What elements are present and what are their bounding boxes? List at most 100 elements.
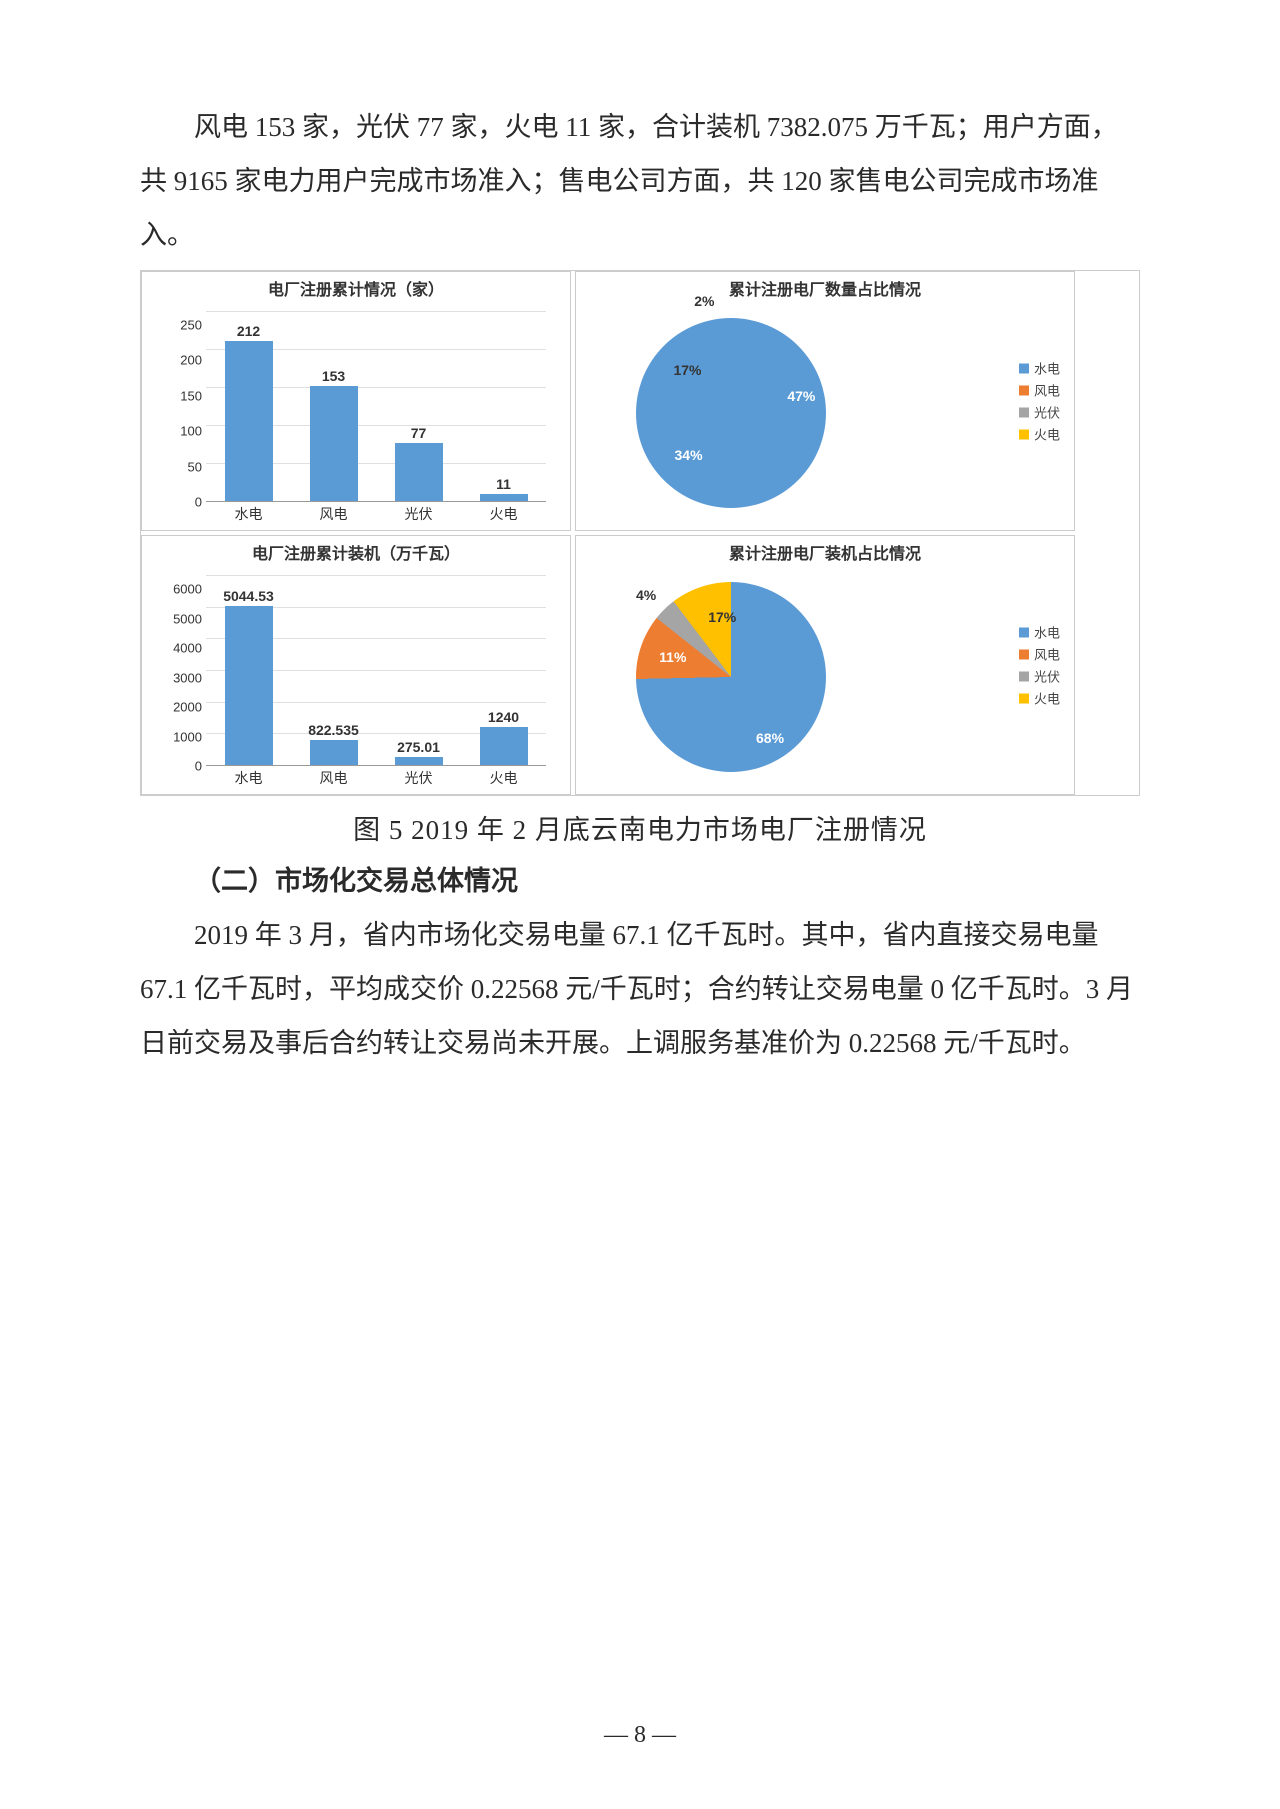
ytick-label: 0 (162, 760, 202, 773)
legend-item: 光伏 (1019, 403, 1060, 422)
ytick-label: 3000 (162, 671, 202, 684)
pie-slice-label: 2% (694, 293, 714, 309)
xtick-label: 光伏 (376, 768, 461, 788)
chart2-title: 累计注册电厂数量占比情况 (576, 276, 1074, 300)
chart3-xaxis-line (206, 765, 546, 766)
legend-swatch (1019, 363, 1029, 373)
chart2-pie (636, 318, 826, 508)
pie-slice-label: 4% (636, 587, 656, 603)
pie-slice-label: 47% (787, 388, 815, 404)
bar-column: 11 (461, 476, 546, 502)
ytick-label: 0 (162, 495, 202, 508)
bar-value-label: 11 (496, 476, 511, 492)
bar-value-label: 822.535 (308, 722, 359, 738)
pie-slice-label: 11% (659, 649, 686, 665)
pie-slice-label: 17% (708, 609, 736, 625)
bar (310, 740, 358, 766)
subsection-heading: （二）市场化交易总体情况 (140, 859, 1140, 898)
chart4-title: 累计注册电厂装机占比情况 (576, 540, 1074, 564)
ytick-label: 250 (162, 319, 202, 332)
chart1-title: 电厂注册累计情况（家） (142, 276, 570, 300)
bar-value-label: 77 (411, 425, 427, 441)
legend-label: 光伏 (1034, 403, 1060, 422)
chart3-yaxis: 0100020003000400050006000 (162, 576, 202, 766)
bar (395, 443, 443, 502)
charts-grid: 电厂注册累计情况（家） 0 50 100 150 200 250 212 153 77 11 水… (140, 270, 1140, 796)
legend-item: 火电 (1019, 425, 1060, 444)
bar (480, 727, 528, 766)
legend-label: 风电 (1034, 381, 1060, 400)
bar-column: 5044.53 (206, 588, 291, 766)
paragraph-2: 2019 年 3 月，省内市场化交易电量 67.1 亿千瓦时。其中，省内直接交易… (140, 908, 1140, 1070)
chart3-bars: 5044.53 822.535 275.01 1240 (206, 576, 546, 766)
pie-slice-label: 17% (673, 362, 701, 378)
ytick-label: 1000 (162, 730, 202, 743)
bar-column: 153 (291, 368, 376, 502)
legend-item: 火电 (1019, 689, 1060, 708)
legend-label: 水电 (1034, 623, 1060, 642)
xtick-label: 火电 (461, 768, 546, 788)
chart3-title: 电厂注册累计装机（万千瓦） (142, 540, 570, 564)
legend-swatch (1019, 671, 1029, 681)
chart-bar-plant-count: 电厂注册累计情况（家） 0 50 100 150 200 250 212 153 77 11 水… (141, 271, 571, 531)
legend-label: 光伏 (1034, 667, 1060, 686)
figure-caption: 图 5 2019 年 2 月底云南电力市场电厂注册情况 (140, 808, 1140, 847)
pie-slice-label: 68% (756, 730, 784, 746)
paragraph-1: 风电 153 家，光伏 77 家，火电 11 家，合计装机 7382.075 万… (140, 100, 1140, 262)
chart1-yaxis: 050100150200250 (162, 312, 202, 502)
bar-value-label: 5044.53 (223, 588, 274, 604)
ytick-label: 150 (162, 389, 202, 402)
bar-column: 212 (206, 323, 291, 502)
bar-column: 1240 (461, 709, 546, 766)
legend-swatch (1019, 429, 1029, 439)
chart-pie-capacity-share: 累计注册电厂装机占比情况 68% 11% 4% 17% 水电风电光伏火电 (575, 535, 1075, 795)
xtick-label: 火电 (461, 504, 546, 524)
legend-label: 水电 (1034, 359, 1060, 378)
xtick-label: 风电 (291, 504, 376, 524)
chart2-legend: 水电风电光伏火电 (1019, 356, 1060, 447)
legend-label: 火电 (1034, 689, 1060, 708)
bar-value-label: 212 (237, 323, 260, 339)
xtick-label: 风电 (291, 768, 376, 788)
page-number: — 8 — (0, 1722, 1280, 1749)
ytick-label: 4000 (162, 642, 202, 655)
bar-value-label: 153 (322, 368, 345, 384)
legend-item: 水电 (1019, 359, 1060, 378)
legend-item: 风电 (1019, 645, 1060, 664)
legend-swatch (1019, 627, 1029, 637)
ytick-label: 6000 (162, 583, 202, 596)
chart-pie-plant-count-share: 累计注册电厂数量占比情况 47% 34% 17% 2% 水电风电光伏火电 (575, 271, 1075, 531)
legend-item: 水电 (1019, 623, 1060, 642)
bar (310, 386, 358, 502)
legend-label: 风电 (1034, 645, 1060, 664)
ytick-label: 100 (162, 425, 202, 438)
bar-column: 77 (376, 425, 461, 502)
legend-swatch (1019, 407, 1029, 417)
chart1-xaxis-line (206, 501, 546, 502)
chart-bar-capacity: 电厂注册累计装机（万千瓦） 0100020003000400050006000 … (141, 535, 571, 795)
legend-item: 光伏 (1019, 667, 1060, 686)
ytick-label: 5000 (162, 612, 202, 625)
chart1-bars: 212 153 77 11 (206, 312, 546, 502)
legend-swatch (1019, 385, 1029, 395)
bar-column: 822.535 (291, 722, 376, 766)
xtick-label: 水电 (206, 768, 291, 788)
ytick-label: 200 (162, 354, 202, 367)
bar-column: 275.01 (376, 739, 461, 766)
chart3-xlabels: 水电风电光伏火电 (206, 768, 546, 788)
bar (225, 341, 273, 502)
xtick-label: 光伏 (376, 504, 461, 524)
legend-label: 火电 (1034, 425, 1060, 444)
chart4-legend: 水电风电光伏火电 (1019, 620, 1060, 711)
pie-slice-label: 34% (675, 447, 703, 463)
bar-value-label: 275.01 (397, 739, 440, 755)
bar (225, 606, 273, 766)
chart1-xlabels: 水电风电光伏火电 (206, 504, 546, 524)
legend-swatch (1019, 693, 1029, 703)
ytick-label: 50 (162, 460, 202, 473)
bar-value-label: 1240 (488, 709, 519, 725)
legend-swatch (1019, 649, 1029, 659)
xtick-label: 水电 (206, 504, 291, 524)
legend-item: 风电 (1019, 381, 1060, 400)
ytick-label: 2000 (162, 701, 202, 714)
